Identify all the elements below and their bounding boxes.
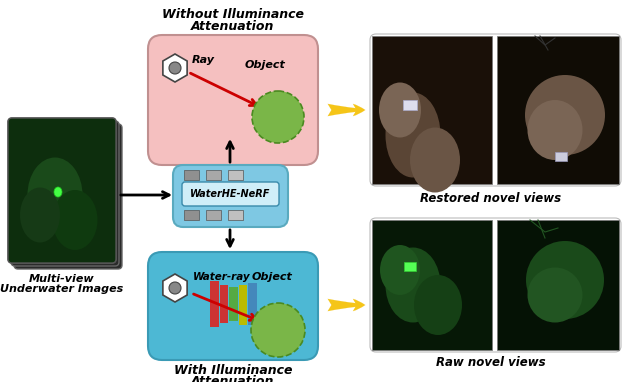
- Bar: [206, 210, 221, 220]
- Circle shape: [169, 282, 181, 294]
- Text: Ray: Ray: [192, 55, 215, 65]
- Text: Underwater Images: Underwater Images: [1, 284, 124, 294]
- Ellipse shape: [20, 188, 60, 243]
- Text: Attenuation: Attenuation: [191, 20, 275, 33]
- Text: WaterHE-NeRF: WaterHE-NeRF: [190, 189, 270, 199]
- Bar: [555, 152, 567, 161]
- Bar: [497, 220, 619, 350]
- Ellipse shape: [527, 267, 582, 322]
- FancyBboxPatch shape: [8, 118, 116, 263]
- Ellipse shape: [526, 241, 604, 319]
- Bar: [206, 170, 221, 180]
- FancyBboxPatch shape: [148, 252, 318, 360]
- Bar: [239, 285, 247, 325]
- Ellipse shape: [525, 75, 605, 155]
- Ellipse shape: [28, 157, 83, 233]
- Text: Without Illuminance: Without Illuminance: [162, 8, 304, 21]
- FancyBboxPatch shape: [370, 218, 621, 352]
- Bar: [184, 170, 199, 180]
- FancyBboxPatch shape: [14, 124, 122, 269]
- Ellipse shape: [252, 91, 304, 143]
- Text: Object: Object: [244, 60, 285, 70]
- Bar: [372, 36, 492, 184]
- Text: With Illuminance: With Illuminance: [173, 364, 292, 377]
- Ellipse shape: [527, 100, 582, 160]
- Ellipse shape: [414, 275, 462, 335]
- Ellipse shape: [54, 187, 62, 197]
- Circle shape: [169, 62, 181, 74]
- Bar: [497, 36, 619, 184]
- Ellipse shape: [52, 190, 97, 250]
- Bar: [248, 283, 257, 325]
- Ellipse shape: [379, 83, 421, 138]
- Bar: [228, 210, 243, 220]
- Ellipse shape: [380, 245, 420, 295]
- Ellipse shape: [385, 248, 440, 322]
- Bar: [228, 170, 243, 180]
- Bar: [210, 281, 219, 327]
- Ellipse shape: [410, 128, 460, 193]
- FancyBboxPatch shape: [11, 121, 119, 266]
- FancyBboxPatch shape: [148, 35, 318, 165]
- Ellipse shape: [251, 303, 305, 357]
- Bar: [372, 220, 492, 350]
- FancyBboxPatch shape: [182, 182, 279, 206]
- Text: Restored novel views: Restored novel views: [420, 192, 561, 205]
- Bar: [184, 210, 199, 220]
- Bar: [403, 100, 417, 110]
- Bar: [404, 262, 416, 271]
- Text: Water-ray: Water-ray: [193, 272, 251, 282]
- FancyBboxPatch shape: [8, 118, 116, 263]
- Text: Object: Object: [252, 272, 292, 282]
- Bar: [229, 287, 238, 321]
- Text: Attenuation: Attenuation: [191, 375, 275, 382]
- Ellipse shape: [385, 92, 440, 178]
- Text: Multi-view: Multi-view: [29, 274, 95, 284]
- Text: Raw novel views: Raw novel views: [436, 356, 546, 369]
- FancyBboxPatch shape: [173, 165, 288, 227]
- FancyBboxPatch shape: [370, 34, 621, 186]
- Bar: [220, 285, 228, 323]
